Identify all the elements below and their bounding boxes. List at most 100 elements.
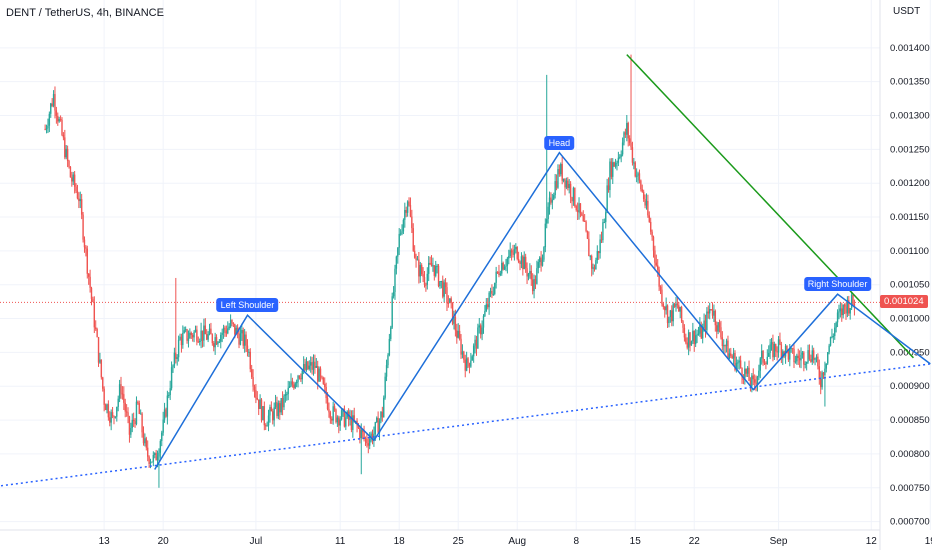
candle-body	[111, 412, 114, 416]
candle-body	[135, 401, 138, 425]
candle-body	[366, 439, 368, 444]
candle-body	[194, 329, 197, 332]
candle-body	[51, 103, 53, 106]
candle-body	[139, 413, 142, 415]
candle-body	[786, 345, 788, 350]
candle-body	[179, 336, 181, 340]
candle-body	[103, 388, 105, 405]
candle-body	[266, 425, 268, 427]
candle-body	[48, 113, 51, 126]
candle-body	[561, 164, 563, 181]
candle-body	[259, 399, 261, 409]
candle-body	[630, 142, 632, 148]
candle-body	[224, 327, 226, 331]
candle-body	[689, 332, 691, 346]
candle-body	[651, 231, 653, 237]
y-tick-label: 0.001100	[890, 246, 929, 257]
candle-body	[465, 358, 468, 371]
candle-body	[411, 216, 413, 229]
candle-body	[269, 407, 271, 416]
candle-body	[547, 206, 549, 220]
candle-body	[357, 425, 360, 428]
candle-body	[583, 220, 586, 222]
candle-body	[815, 356, 818, 359]
candle-body	[415, 257, 417, 260]
candle-body	[575, 206, 577, 211]
candle-body	[298, 375, 301, 379]
candle-body	[475, 339, 478, 349]
candle-body	[850, 294, 853, 309]
candle-body	[196, 329, 198, 342]
candle-body	[263, 406, 266, 426]
candle-body	[57, 115, 59, 122]
candle-body	[121, 393, 124, 395]
candle-body	[699, 324, 701, 334]
candle-body	[314, 361, 316, 368]
candle-body	[47, 125, 49, 129]
candle-body	[59, 119, 62, 121]
candle-body	[494, 282, 496, 294]
chart-title: DENT / TetherUS, 4h, BINANCE	[6, 7, 164, 19]
candle-body	[231, 320, 233, 323]
candle-body	[429, 262, 431, 264]
candle-body	[537, 262, 539, 269]
candle-body	[308, 365, 310, 370]
candle-body	[539, 257, 541, 263]
candle-body	[130, 428, 132, 435]
candle-body	[557, 169, 559, 188]
candle-body	[644, 199, 646, 206]
candle-body	[841, 308, 843, 316]
y-tick-label: 0.000800	[890, 449, 930, 460]
candle-body	[553, 195, 555, 200]
candle-body	[503, 266, 506, 270]
x-tick-label: 8	[573, 536, 579, 547]
head-shoulders-pattern-line	[154, 151, 931, 470]
candle-body	[704, 320, 707, 331]
candle-body	[713, 310, 715, 316]
candle-body	[645, 200, 648, 206]
candle-body	[569, 183, 572, 198]
candle-body	[180, 336, 183, 346]
candle-body	[642, 191, 645, 200]
candle-body	[655, 262, 658, 266]
candle-body	[697, 333, 700, 335]
candle-body	[252, 377, 254, 387]
candle-body	[128, 416, 131, 435]
y-tick-label: 0.000700	[890, 517, 930, 528]
candle-body	[177, 339, 180, 358]
candle-body	[669, 310, 672, 317]
candle-body	[361, 429, 364, 433]
candle-body	[797, 355, 799, 359]
candle-body	[703, 320, 705, 329]
candle-body	[760, 350, 763, 359]
candle-body	[391, 296, 393, 328]
candle-body	[657, 265, 659, 270]
candle-body	[378, 420, 381, 433]
candle-body	[262, 406, 264, 421]
candle-body	[810, 359, 812, 362]
candle-body	[374, 422, 377, 435]
candle-body	[270, 407, 273, 412]
candle-body	[243, 334, 246, 346]
candle-body	[297, 375, 299, 382]
candle-body	[673, 303, 676, 307]
candle-body	[626, 123, 628, 135]
candle-body	[714, 310, 717, 326]
candle-body	[449, 298, 451, 304]
candle-body	[305, 361, 308, 370]
candle-body	[283, 395, 285, 408]
candle-body	[589, 256, 591, 258]
candle-body	[605, 212, 607, 223]
candle-body	[170, 367, 173, 389]
candle-body	[176, 357, 178, 359]
candle-body	[360, 429, 362, 439]
candle-body	[808, 350, 811, 360]
candle-body	[659, 286, 662, 290]
candle-body	[322, 377, 325, 384]
candle-body	[848, 300, 850, 314]
candle-body	[849, 308, 851, 314]
candle-body	[328, 409, 330, 413]
candle-body	[137, 401, 139, 404]
